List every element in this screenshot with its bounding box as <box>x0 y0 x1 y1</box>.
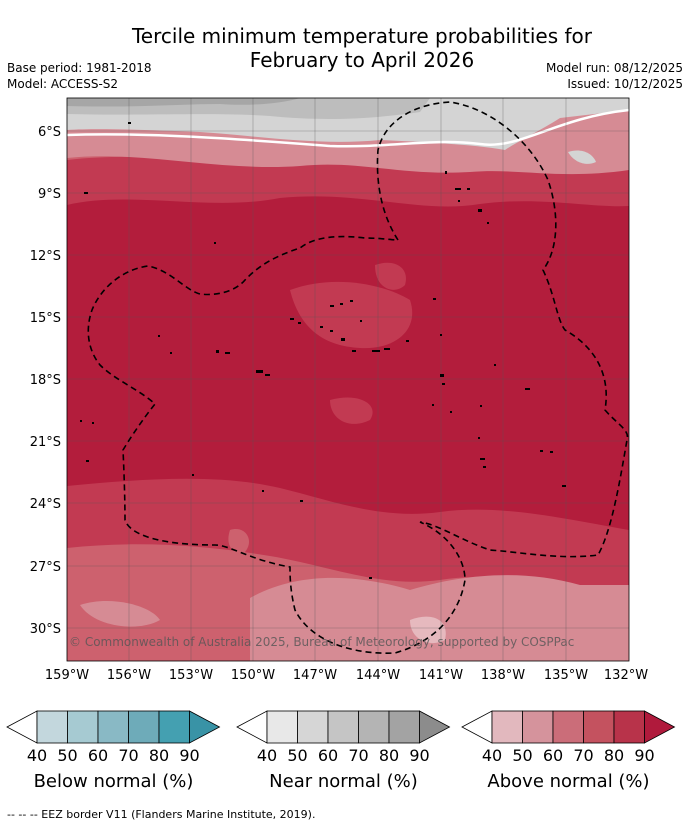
model-run: Model run: 08/12/2025 <box>545 61 683 75</box>
lon-label: 150°W <box>231 668 275 683</box>
map-frame <box>66 97 630 662</box>
colorbar-segment <box>583 710 615 744</box>
colorbar-tick: 40 <box>27 746 47 765</box>
colorbar-label-near: Near normal (%) <box>269 771 418 792</box>
colorbar-2: 40 50 60 70 80 90 <box>461 710 676 765</box>
colorbar-tick: 80 <box>379 746 399 765</box>
lon-label: 159°W <box>45 668 89 683</box>
lon-label: 132°W <box>604 668 648 683</box>
colorbar-extend-low <box>461 710 493 744</box>
footer-note: -- -- -- EEZ border V11 (Flanders Marine… <box>7 808 316 821</box>
lat-label: 30°S <box>30 622 61 637</box>
colorbar-segment <box>266 710 298 744</box>
colorbar-segment <box>297 710 329 744</box>
colorbar-tick: 40 <box>482 746 502 765</box>
base-period: Base period: 1981-2018 <box>7 61 152 75</box>
meta-left: Base period: 1981-2018 Model: ACCESS-S2 <box>7 60 152 92</box>
lat-label: 24°S <box>30 497 61 512</box>
colorbar-segment <box>491 710 523 744</box>
meta-right: Model run: 08/12/2025 Issued: 10/12/2025 <box>546 60 683 92</box>
colorbar-tick: 70 <box>573 746 593 765</box>
colorbar-extend-high <box>644 710 676 744</box>
colorbar-tick: 80 <box>604 746 624 765</box>
colorbar-segment <box>36 710 68 744</box>
colorbars: 40 50 60 70 80 90 40 50 60 70 80 90 40 50 60 70 80 90 <box>6 710 676 765</box>
colorbar-0: 40 50 60 70 80 90 <box>6 710 221 765</box>
lon-label: 147°W <box>293 668 337 683</box>
colorbar-segment <box>522 710 554 744</box>
region-above-80-90 <box>67 196 629 531</box>
region-near-70-80 <box>67 98 300 107</box>
lat-label: 21°S <box>30 435 61 450</box>
colorbar-segment <box>128 710 160 744</box>
colorbar-segment <box>358 710 390 744</box>
lon-label: 153°W <box>169 668 213 683</box>
title-line-2: February to April 2026 <box>249 48 475 72</box>
lat-label: 18°S <box>30 373 61 388</box>
lon-label: 138°W <box>481 668 525 683</box>
colorbar-tick: 50 <box>287 746 307 765</box>
lat-label: 27°S <box>30 560 61 575</box>
colorbar-tick: 60 <box>88 746 108 765</box>
issued-date: Issued: 10/12/2025 <box>567 77 683 91</box>
colorbar-tick: 90 <box>409 746 429 765</box>
lon-labels: 159°W 156°W 153°W 150°W 147°W 144°W 141°… <box>45 668 648 683</box>
lat-label: 6°S <box>38 125 61 140</box>
colorbar-segment <box>97 710 129 744</box>
colorbar-1: 40 50 60 70 80 90 <box>236 710 451 765</box>
title-line-1: Tercile minimum temperature probabilitie… <box>131 24 593 48</box>
colorbar-segment <box>613 710 645 744</box>
colorbar-extend-low <box>6 710 38 744</box>
colorbar-tick: 80 <box>149 746 169 765</box>
copyright-text: © Commonwealth of Australia 2025, Bureau… <box>69 635 574 649</box>
colorbar-tick: 60 <box>318 746 338 765</box>
colorbar-extend-high <box>189 710 221 744</box>
colorbar-segment <box>327 710 359 744</box>
graticule <box>67 98 629 661</box>
colorbar-tick: 90 <box>179 746 199 765</box>
lon-label: 141°W <box>419 668 463 683</box>
islands <box>80 122 566 579</box>
colorbar-tick: 60 <box>543 746 563 765</box>
lat-label: 15°S <box>30 311 61 326</box>
colorbar-segment <box>158 710 190 744</box>
colorbar-tick: 90 <box>634 746 654 765</box>
eez-border <box>87 101 629 654</box>
colorbar-label-above: Above normal (%) <box>487 771 650 792</box>
lat-label: 12°S <box>30 249 61 264</box>
colorbar-segment <box>388 710 420 744</box>
lon-label: 144°W <box>356 668 400 683</box>
lon-label: 156°W <box>107 668 151 683</box>
colorbar-segment <box>67 710 99 744</box>
colorbar-tick: 40 <box>257 746 277 765</box>
model-name: Model: ACCESS-S2 <box>7 77 119 91</box>
colorbar-extend-low <box>236 710 268 744</box>
colorbar-tick: 50 <box>512 746 532 765</box>
region-above-50-60 <box>250 575 629 661</box>
colorbar-tick: 70 <box>118 746 138 765</box>
map-area: © Commonwealth of Australia 2025, Bureau… <box>67 98 629 661</box>
lat-labels: 6°S 9°S 12°S 15°S 18°S 21°S 24°S 27°S 30… <box>30 125 61 637</box>
colorbar-extend-high <box>419 710 451 744</box>
lat-label: 9°S <box>38 187 61 202</box>
colorbar-tick: 70 <box>348 746 368 765</box>
lon-label: 135°W <box>544 668 588 683</box>
chart-title: Tercile minimum temperature probabilitie… <box>0 24 690 72</box>
colorbar-segment <box>552 710 584 744</box>
colorbar-label-below: Below normal (%) <box>33 771 194 792</box>
region-above-40-50 <box>410 616 446 644</box>
colorbar-tick: 50 <box>57 746 77 765</box>
